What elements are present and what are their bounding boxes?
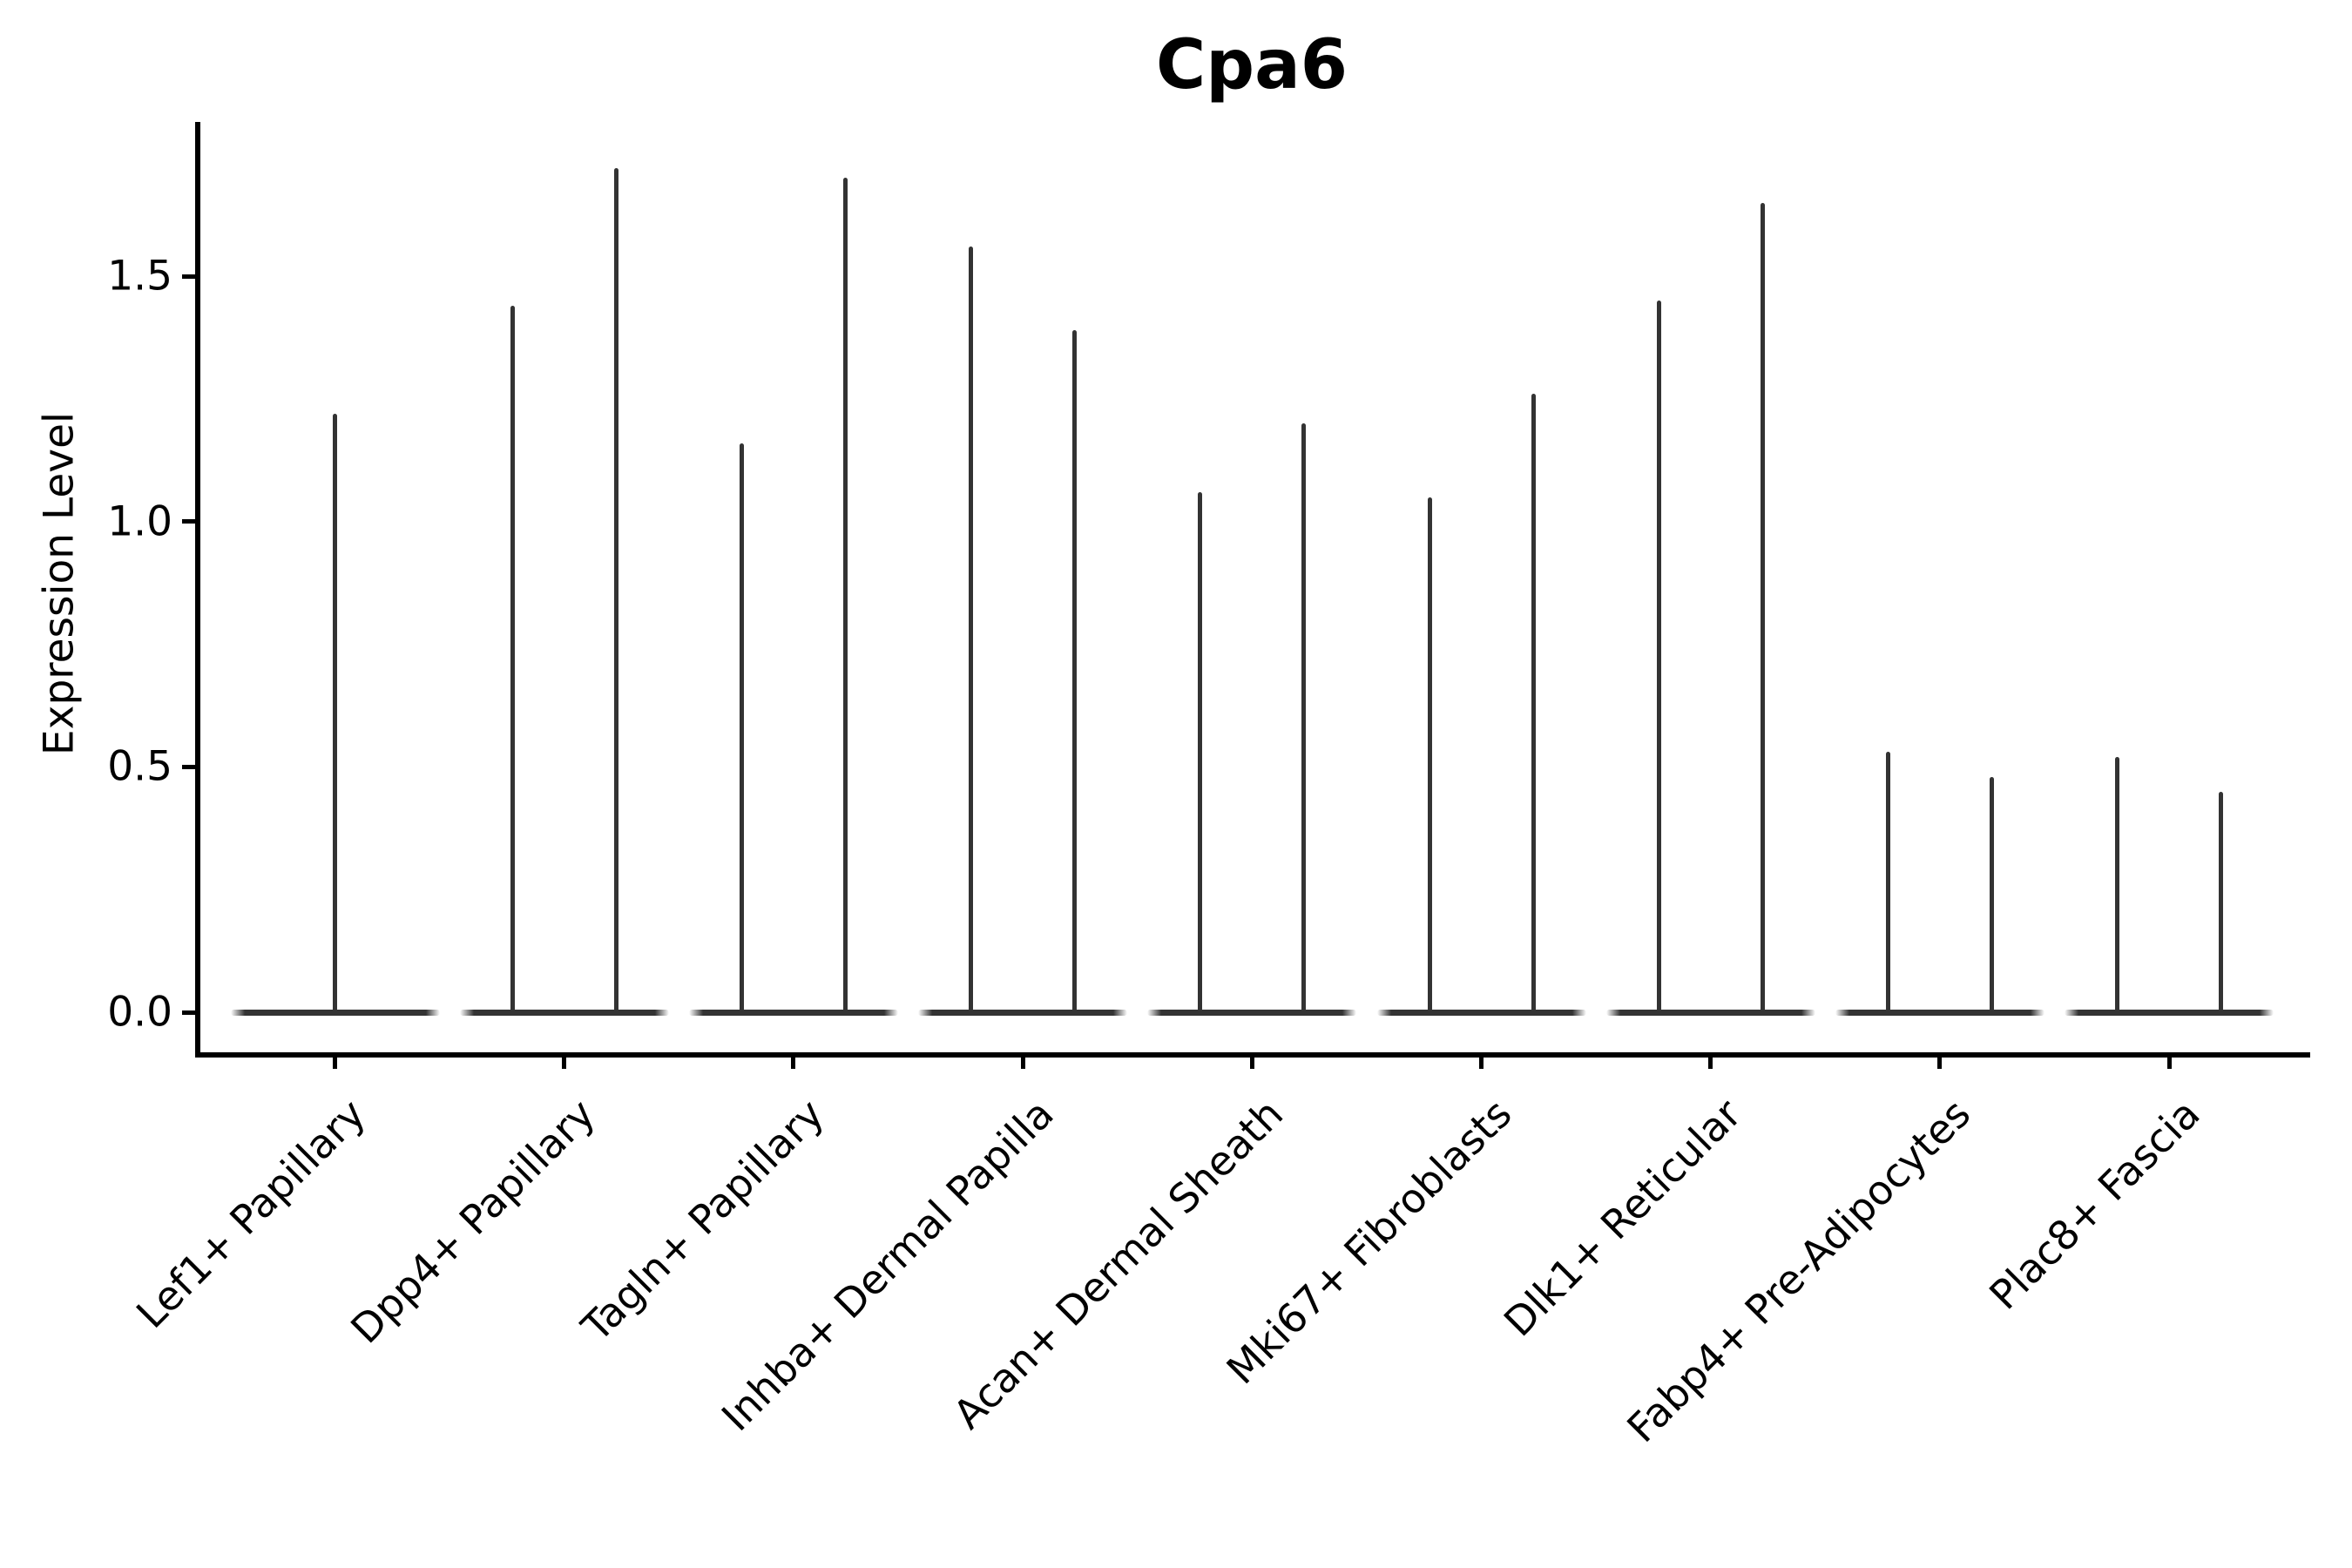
x-tick-label: Dpp4+ Papillary xyxy=(341,1090,605,1353)
violin-spike xyxy=(510,305,515,1012)
x-tick-mark xyxy=(562,1057,567,1069)
x-tick-mark xyxy=(333,1057,337,1069)
x-tick-label: Tagln+ Papillary xyxy=(572,1090,834,1351)
violin-body xyxy=(1376,1009,1586,1016)
x-tick-mark xyxy=(1708,1057,1713,1069)
x-axis-spine xyxy=(195,1052,2310,1058)
x-tick-mark xyxy=(1020,1057,1025,1069)
x-tick-mark xyxy=(791,1057,796,1069)
y-tick-mark xyxy=(182,274,195,279)
violin-spike xyxy=(333,413,337,1012)
violin-spike xyxy=(1427,497,1432,1012)
chart-title: Cpa6 xyxy=(1156,26,1348,105)
violin-body xyxy=(1835,1009,2044,1016)
violin-spike xyxy=(1989,776,1994,1012)
y-axis-spine xyxy=(195,122,200,1057)
x-tick-mark xyxy=(1249,1057,1254,1069)
y-axis-label: Expression Level xyxy=(35,411,84,756)
x-tick-mark xyxy=(2166,1057,2172,1069)
violin-body xyxy=(459,1009,669,1016)
y-tick-mark xyxy=(182,764,195,769)
violin-body xyxy=(1605,1009,1815,1016)
x-tick-label: Lef1+ Papillary xyxy=(127,1090,375,1338)
y-tick-label: 0.5 xyxy=(107,742,172,791)
violin-spike xyxy=(969,247,974,1012)
y-tick-mark xyxy=(182,519,195,524)
violin-body xyxy=(1147,1009,1357,1016)
violin-spike xyxy=(1198,491,1203,1012)
violin-spike xyxy=(1885,752,1890,1012)
x-tick-mark xyxy=(1479,1057,1484,1069)
x-tick-mark xyxy=(1937,1057,1943,1069)
violin-spike xyxy=(1072,330,1078,1012)
y-tick-label: 1.0 xyxy=(107,497,172,546)
violin-spike xyxy=(2219,791,2224,1012)
y-tick-label: 0.0 xyxy=(107,988,172,1037)
violin-spike xyxy=(613,168,618,1012)
violin-body xyxy=(918,1009,1128,1016)
x-tick-label: Plac8+ Fascia xyxy=(1980,1090,2209,1319)
violin-spike xyxy=(1760,202,1765,1012)
violin-spike xyxy=(842,178,848,1012)
violin-spike xyxy=(1531,394,1536,1012)
y-tick-label: 1.5 xyxy=(107,252,172,301)
violin-body xyxy=(688,1009,898,1016)
violin-body xyxy=(230,1009,440,1016)
y-tick-mark xyxy=(182,1010,195,1015)
violin-spike xyxy=(739,443,744,1012)
violin-spike xyxy=(2115,757,2120,1012)
violin-spike xyxy=(1656,301,1661,1012)
violin-body xyxy=(2065,1009,2274,1016)
x-tick-label: Dlk1+ Reticular xyxy=(1494,1090,1751,1346)
violin-spike xyxy=(1301,423,1307,1012)
